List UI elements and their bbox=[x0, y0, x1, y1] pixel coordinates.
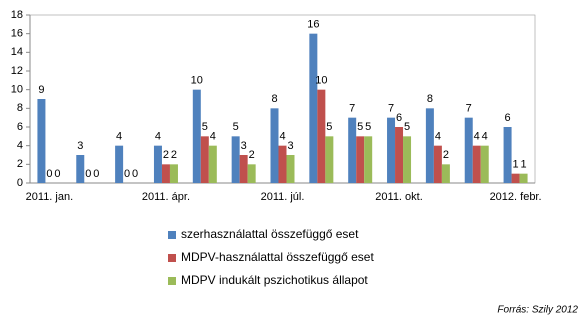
bar bbox=[387, 117, 396, 183]
bar bbox=[231, 136, 240, 183]
bar bbox=[325, 136, 334, 183]
bar bbox=[200, 136, 209, 183]
legend-swatch bbox=[168, 254, 176, 262]
y-tick-label: 16 bbox=[11, 28, 23, 40]
bar bbox=[76, 155, 85, 183]
data-label: 4 bbox=[155, 131, 161, 143]
data-label: 3 bbox=[77, 140, 83, 152]
data-label: 1 bbox=[521, 159, 527, 171]
bar bbox=[169, 164, 178, 183]
bar bbox=[286, 155, 295, 183]
x-tick-label: 2011. ápr. bbox=[142, 191, 190, 203]
legend-label: MDPV indukált pszichotikus állapot bbox=[181, 273, 368, 287]
data-label: 10 bbox=[191, 75, 203, 87]
data-label: 0 bbox=[124, 168, 130, 180]
data-label: 0 bbox=[54, 168, 60, 180]
bar bbox=[115, 145, 124, 183]
data-label: 0 bbox=[93, 168, 99, 180]
bar bbox=[348, 117, 357, 183]
x-tick-label: 2011. jan. bbox=[26, 191, 74, 203]
x-tick-label: 2011. júl. bbox=[261, 191, 305, 203]
data-label: 4 bbox=[279, 131, 285, 143]
y-tick-label: 18 bbox=[11, 9, 23, 21]
data-label: 4 bbox=[116, 131, 122, 143]
bar bbox=[239, 155, 248, 183]
bar bbox=[511, 173, 520, 183]
data-label: 9 bbox=[38, 84, 44, 96]
bar bbox=[192, 89, 201, 183]
y-tick-label: 14 bbox=[11, 46, 23, 58]
y-tick-label: 6 bbox=[17, 121, 23, 133]
bar bbox=[317, 89, 326, 183]
data-label: 5 bbox=[404, 121, 410, 133]
bar bbox=[278, 145, 287, 183]
bar bbox=[503, 127, 512, 183]
data-label: 6 bbox=[396, 112, 402, 124]
data-label: 6 bbox=[505, 112, 511, 124]
data-label: 2 bbox=[171, 149, 177, 161]
bar bbox=[37, 99, 46, 183]
legend-label: MDPV-használattal összefüggő eset bbox=[181, 250, 374, 264]
y-tick-label: 10 bbox=[11, 84, 23, 96]
data-label: 5 bbox=[365, 121, 371, 133]
data-label: 0 bbox=[85, 168, 91, 180]
source: Forrás: Szily 2012 bbox=[497, 305, 578, 316]
bar bbox=[403, 136, 412, 183]
data-label: 2 bbox=[163, 149, 169, 161]
data-label: 5 bbox=[326, 121, 332, 133]
bar bbox=[464, 117, 473, 183]
data-label: 3 bbox=[287, 140, 293, 152]
bar bbox=[309, 33, 318, 183]
bar bbox=[519, 173, 528, 183]
data-label: 8 bbox=[271, 93, 277, 105]
data-label: 7 bbox=[349, 103, 355, 115]
legend-label: szerhasználattal összefüggő eset bbox=[181, 227, 359, 241]
y-tick-label: 12 bbox=[11, 65, 23, 77]
data-label: 4 bbox=[435, 131, 441, 143]
bar bbox=[364, 136, 373, 183]
legend-swatch bbox=[168, 277, 176, 285]
data-label: 5 bbox=[202, 121, 208, 133]
bar bbox=[480, 145, 489, 183]
bar bbox=[161, 164, 170, 183]
legend-swatch bbox=[168, 231, 176, 239]
y-tick-label: 8 bbox=[17, 102, 23, 114]
data-label: 7 bbox=[466, 103, 472, 115]
data-label: 5 bbox=[233, 121, 239, 133]
data-label: 2 bbox=[249, 149, 255, 161]
data-label: 0 bbox=[46, 168, 52, 180]
data-label: 2 bbox=[443, 149, 449, 161]
data-label: 4 bbox=[210, 131, 216, 143]
x-tick-label: 2012. febr. bbox=[490, 191, 542, 203]
y-tick-label: 2 bbox=[17, 158, 23, 170]
bar bbox=[441, 164, 450, 183]
bar bbox=[425, 108, 434, 183]
data-label: 3 bbox=[241, 140, 247, 152]
y-tick-label: 4 bbox=[17, 140, 23, 152]
bar bbox=[356, 136, 365, 183]
data-label: 1 bbox=[513, 159, 519, 171]
bar bbox=[270, 108, 279, 183]
bar bbox=[472, 145, 481, 183]
data-label: 8 bbox=[427, 93, 433, 105]
data-label: 4 bbox=[474, 131, 480, 143]
bar bbox=[395, 127, 404, 183]
data-label: 7 bbox=[388, 103, 394, 115]
data-label: 5 bbox=[357, 121, 363, 133]
bar bbox=[153, 145, 162, 183]
x-tick-label: 2011. okt. bbox=[375, 191, 423, 203]
data-label: 0 bbox=[132, 168, 138, 180]
y-tick-label: 0 bbox=[17, 177, 23, 189]
data-label: 16 bbox=[307, 19, 319, 31]
data-label: 10 bbox=[315, 75, 327, 87]
bar bbox=[208, 145, 217, 183]
bar bbox=[247, 164, 256, 183]
data-label: 4 bbox=[482, 131, 488, 143]
bar bbox=[433, 145, 442, 183]
